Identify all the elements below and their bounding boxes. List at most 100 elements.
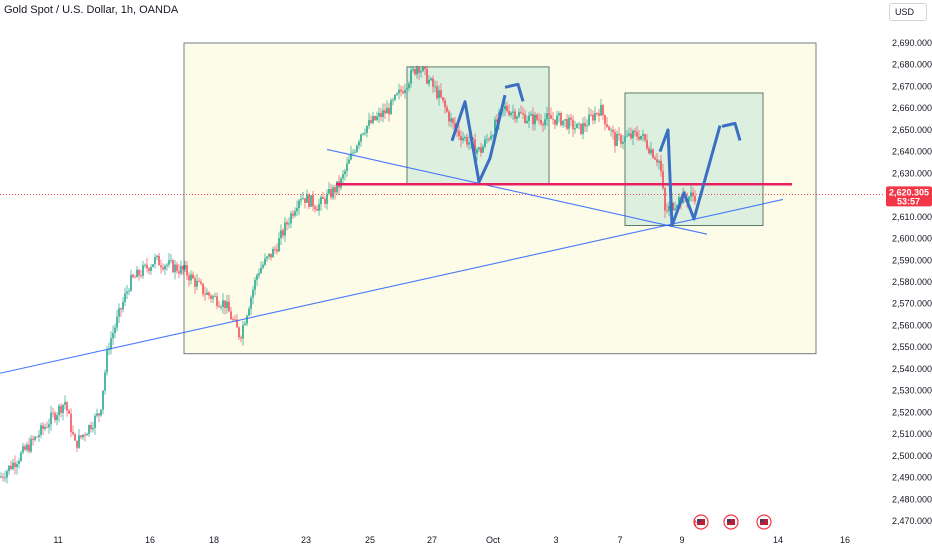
candle-body	[536, 114, 538, 120]
candle-body	[132, 274, 134, 278]
candle-body	[160, 265, 162, 268]
candle-body	[510, 112, 512, 116]
candle-body	[118, 308, 120, 317]
us-flag-icon-canton	[727, 519, 731, 522]
candle-body	[188, 275, 190, 281]
candle-body	[342, 174, 344, 179]
y-tick-label: 2,680.000	[892, 60, 932, 70]
candle-body	[358, 141, 360, 146]
candle-body	[640, 135, 642, 140]
candle-body	[92, 427, 94, 430]
x-tick-label: 9	[679, 535, 684, 545]
candle-body	[602, 105, 604, 116]
candle-body	[576, 123, 578, 129]
candle-body	[646, 140, 648, 149]
candle-body	[106, 350, 108, 373]
candle-body	[434, 86, 436, 88]
candle-body	[242, 325, 244, 339]
candle-body	[678, 197, 680, 206]
candle-body	[70, 413, 72, 433]
candle-body	[42, 425, 44, 429]
candle-body	[296, 208, 298, 212]
candle-body	[234, 319, 236, 321]
candle-body	[638, 136, 640, 140]
trendline-1	[0, 198, 784, 374]
candle-body	[56, 415, 58, 421]
candle-body	[282, 230, 284, 236]
candle-body	[122, 302, 124, 310]
candle-body	[228, 301, 230, 312]
candle-body	[630, 133, 632, 139]
candle-body	[30, 438, 32, 452]
candle-body	[16, 464, 18, 468]
candle-body	[676, 205, 678, 209]
candle-body	[50, 412, 52, 425]
candle-body	[40, 425, 42, 435]
candle-body	[618, 133, 620, 136]
candle-body	[350, 153, 352, 160]
y-tick-label: 2,510.000	[892, 429, 932, 439]
candle-body	[120, 308, 122, 310]
candle-body	[620, 135, 622, 144]
arrow-head-2	[721, 121, 742, 141]
x-tick-label: 3	[553, 535, 558, 545]
y-tick-label: 2,470.000	[892, 516, 932, 526]
candle-body	[656, 159, 658, 163]
candle-body	[580, 123, 582, 134]
candle-body	[546, 113, 548, 120]
candle-body	[444, 100, 446, 108]
candle-body	[556, 115, 558, 125]
y-tick-label: 2,590.000	[892, 255, 932, 265]
candle-body	[610, 129, 612, 131]
candle-body	[660, 160, 662, 172]
candle-body	[574, 128, 576, 130]
projection-arrow-2	[658, 125, 722, 228]
candle-body	[100, 409, 102, 416]
candle-body	[182, 265, 184, 270]
candle-body	[314, 206, 316, 210]
candle-body	[202, 283, 204, 295]
candle-body	[354, 151, 356, 153]
candle-body	[86, 434, 88, 436]
candle-body	[596, 112, 598, 114]
candle-body	[32, 438, 34, 440]
candle-body	[568, 117, 570, 129]
candle-body	[238, 327, 240, 338]
candle-body	[206, 292, 208, 295]
candle-body	[552, 118, 554, 120]
candle-body	[410, 70, 412, 84]
candles-layer	[0, 65, 696, 484]
candle-body	[458, 130, 460, 137]
candle-body	[604, 115, 606, 125]
candle-body	[370, 120, 372, 123]
candle-body	[292, 213, 294, 216]
y-tick-label: 2,570.000	[892, 299, 932, 309]
candle-body	[74, 434, 76, 441]
candle-body	[192, 274, 194, 279]
candle-body	[516, 116, 518, 119]
candle-body	[542, 123, 544, 126]
candle-body	[62, 404, 64, 413]
y-tick-label: 2,520.000	[892, 407, 932, 417]
candle-body	[364, 132, 366, 134]
candle-body	[236, 319, 238, 328]
candle-body	[270, 253, 272, 258]
currency-button[interactable]: USD	[889, 3, 927, 21]
candle-body	[14, 462, 16, 468]
candle-body	[414, 69, 416, 75]
candle-body	[560, 113, 562, 126]
candle-body	[480, 147, 482, 153]
candle-body	[368, 120, 370, 126]
zone-box-2	[624, 92, 764, 227]
candle-body	[634, 130, 636, 133]
candle-body	[272, 249, 274, 258]
candle-body	[130, 274, 132, 291]
candle-body	[652, 149, 654, 158]
candle-body	[98, 413, 100, 416]
candle-body	[484, 139, 486, 147]
candle-body	[126, 291, 128, 294]
candle-body	[156, 255, 158, 258]
us-flag-icon-stripes	[727, 519, 735, 525]
candle-body	[224, 300, 226, 309]
